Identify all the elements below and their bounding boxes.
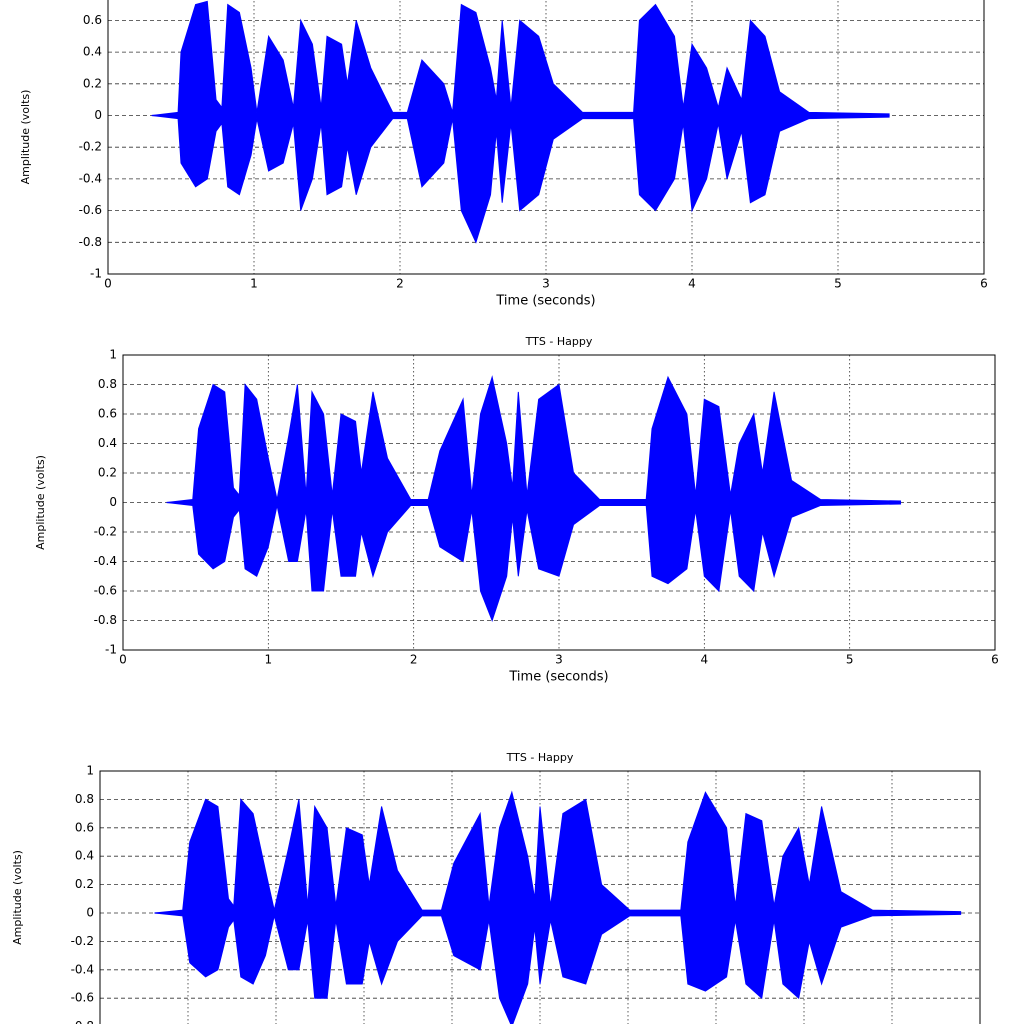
x-tick-label: 2 bbox=[410, 653, 418, 667]
y-tick-label: 0.2 bbox=[83, 76, 102, 90]
axes-box bbox=[122, 354, 996, 651]
y-tick-label: -1 bbox=[90, 267, 102, 281]
y-tick-label: 0.4 bbox=[98, 436, 117, 450]
waveform-lower bbox=[151, 115, 890, 244]
x-tick-label: 1 bbox=[250, 277, 258, 291]
y-axis-label: Amplitude (volts) bbox=[11, 850, 24, 945]
y-tick-label: 0 bbox=[94, 108, 102, 122]
y-tick-label: 0.6 bbox=[98, 407, 117, 421]
y-tick-label: 0.8 bbox=[75, 792, 94, 806]
x-axis-label: Time (seconds) bbox=[508, 670, 608, 685]
x-tick-label: 5 bbox=[834, 277, 842, 291]
y-tick-label: 0.4 bbox=[75, 849, 94, 863]
waveform-upper bbox=[151, 0, 890, 116]
y-tick-label: 0.6 bbox=[83, 13, 102, 27]
waveform-upper bbox=[154, 790, 962, 914]
y-tick-label: 1 bbox=[109, 348, 117, 362]
axes-box bbox=[107, 0, 985, 275]
waveform-lower bbox=[154, 912, 962, 1028]
x-tick-label: 0 bbox=[119, 653, 127, 667]
waveform-upper bbox=[166, 375, 902, 503]
y-tick-label: 0 bbox=[109, 495, 117, 509]
x-tick-label: 4 bbox=[701, 653, 709, 667]
y-tick-label: -0.6 bbox=[79, 203, 102, 217]
y-tick-label: -0.8 bbox=[94, 613, 117, 627]
y-tick-label: 1 bbox=[86, 764, 94, 778]
x-tick-label: 0 bbox=[104, 277, 112, 291]
y-tick-label: -0.4 bbox=[79, 171, 102, 185]
y-tick-label: -1 bbox=[105, 643, 117, 657]
y-tick-label: -0.8 bbox=[79, 235, 102, 249]
x-tick-label: 3 bbox=[542, 277, 550, 291]
x-tick-label: 4 bbox=[688, 277, 696, 291]
y-tick-label: 0.6 bbox=[75, 820, 94, 834]
axes-box bbox=[99, 770, 981, 1028]
waveform-lower bbox=[166, 502, 902, 622]
y-tick-label: -0.4 bbox=[71, 962, 94, 976]
y-axis-label: Amplitude (volts) bbox=[34, 455, 47, 550]
chart-title: TTS - Happy bbox=[525, 335, 593, 348]
y-tick-label: -0.4 bbox=[94, 554, 117, 568]
x-tick-label: 6 bbox=[980, 277, 988, 291]
y-tick-label: 0.2 bbox=[75, 877, 94, 891]
x-axis-label: Time (seconds) bbox=[495, 294, 595, 309]
y-tick-label: -0.2 bbox=[79, 140, 102, 154]
y-tick-label: 0.2 bbox=[98, 466, 117, 480]
y-tick-label: 0.4 bbox=[83, 45, 102, 59]
y-tick-label: -0.2 bbox=[94, 525, 117, 539]
x-tick-label: 3 bbox=[555, 653, 563, 667]
y-tick-label: -0.6 bbox=[94, 584, 117, 598]
chart-title: TTS - Happy bbox=[506, 751, 574, 764]
y-axis-label: Amplitude (volts) bbox=[19, 90, 32, 185]
y-tick-label: -0.2 bbox=[71, 934, 94, 948]
y-tick-label: 0 bbox=[86, 906, 94, 920]
y-tick-label: -0.8 bbox=[71, 1019, 94, 1024]
y-tick-label: -0.6 bbox=[71, 991, 94, 1005]
x-tick-label: 1 bbox=[265, 653, 273, 667]
y-tick-label: 0.8 bbox=[98, 377, 117, 391]
x-tick-label: 2 bbox=[396, 277, 404, 291]
x-tick-label: 6 bbox=[991, 653, 999, 667]
x-tick-label: 5 bbox=[846, 653, 854, 667]
